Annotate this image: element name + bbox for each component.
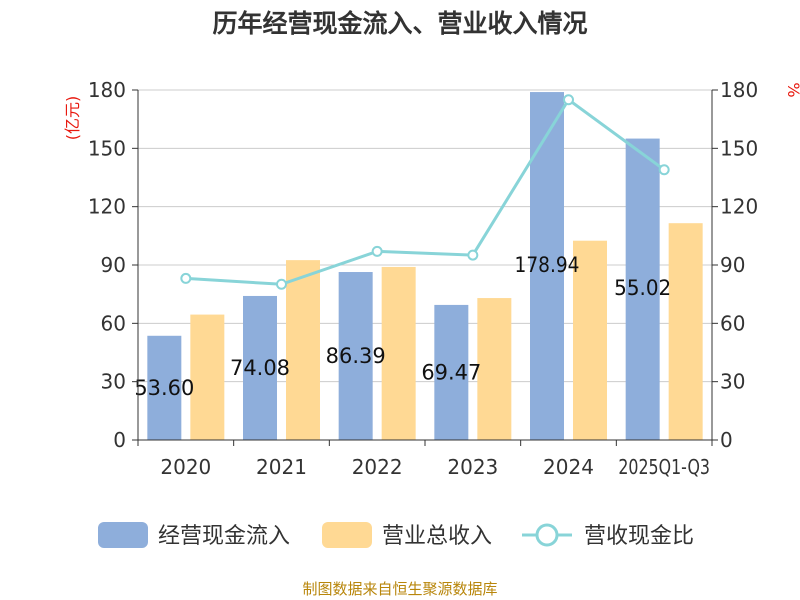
y-axis-tick-label-left: 60 — [101, 311, 126, 335]
legend-label-revenue[interactable]: 营业总收入 — [382, 524, 492, 549]
data-label-cash-inflow: 69.47 — [421, 360, 481, 384]
ratio-point — [658, 164, 670, 176]
ratio-line — [185, 97, 666, 286]
y-axis-unit-left: (亿元) — [63, 96, 82, 141]
bar-cash-inflow — [434, 304, 469, 440]
data-label-cash-inflow: 86.39 — [326, 344, 386, 368]
bar-revenue — [190, 314, 225, 440]
data-label-cash-inflow: 74.08 — [230, 356, 290, 380]
bar-revenue — [381, 266, 416, 440]
y-axis-tick-label-left: 30 — [101, 370, 126, 394]
legend[interactable]: 经营现金流入 营业总收入 营收现金比 — [98, 522, 694, 549]
legend-marker-ratio — [535, 523, 559, 547]
legend-label-cash-inflow[interactable]: 经营现金流入 — [158, 524, 290, 549]
legend-swatch-cash-inflow — [98, 522, 148, 548]
y-axis-tick-label-right: 0 — [720, 428, 733, 452]
x-axis-tick-label: 2025Q1-Q3 — [618, 455, 710, 479]
y-axis-tick-label-left: 90 — [101, 253, 126, 277]
data-labels: 53.60 74.08 86.39 69.47 178.94 55.02 — [134, 253, 671, 400]
y-axis-tick-label-right: 90 — [720, 253, 745, 277]
ratio-point — [371, 245, 383, 257]
bar-revenue — [573, 240, 607, 440]
y-axis-unit-right: % — [784, 82, 800, 97]
ratio-point — [180, 272, 192, 284]
y-axis-tick-label-right: 150 — [720, 136, 758, 160]
ratio-point — [563, 94, 574, 106]
ratio-point — [467, 249, 479, 261]
x-axis-tick-label: 2021 — [256, 455, 307, 479]
y-axis-tick-label-left: 120 — [88, 195, 126, 219]
bar-cash-inflow — [243, 295, 277, 440]
x-axis-tick-label: 2022 — [352, 455, 403, 479]
legend-label-ratio[interactable]: 营收现金比 — [584, 524, 694, 549]
ratio-line-series — [180, 94, 670, 290]
y-axis-tick-label-right: 120 — [720, 195, 758, 219]
bar-cash-inflow — [338, 272, 373, 440]
bar-series — [147, 92, 703, 441]
y-axis-tick-label-right: 30 — [720, 370, 745, 394]
axes: 0 30 60 90 120 150 180 0 30 60 90 120 150 180 2020 2021… — [88, 78, 758, 479]
bar-cash-inflow — [625, 138, 660, 441]
bar-revenue — [477, 298, 512, 440]
gridlines — [138, 89, 712, 383]
x-axis-tick-label: 2024 — [543, 455, 594, 479]
chart-title: 历年经营现金流入、营业收入情况 — [212, 9, 587, 38]
data-label-cash-inflow: 178.94 — [515, 253, 580, 277]
bar-revenue — [668, 223, 703, 440]
bar-cash-inflow — [147, 335, 182, 440]
bar-cash-inflow — [530, 92, 564, 441]
legend-swatch-revenue — [322, 522, 372, 548]
y-axis-tick-label-left: 0 — [113, 428, 126, 452]
y-axis-tick-label-right: 180 — [720, 78, 758, 102]
data-label-cash-inflow: 53.60 — [134, 376, 194, 400]
x-axis-tick-label: 2020 — [160, 455, 211, 479]
bar-revenue — [286, 260, 320, 440]
data-label-cash-inflow: 55.02 — [614, 276, 671, 300]
y-axis-tick-label-left: 180 — [88, 78, 126, 102]
y-axis-tick-label-left: 150 — [88, 136, 126, 160]
x-axis-tick-label: 2023 — [447, 455, 498, 479]
source-note: 制图数据来自恒生聚源数据库 — [302, 580, 497, 598]
ratio-point — [276, 278, 287, 290]
y-axis-tick-label-right: 60 — [720, 311, 745, 335]
